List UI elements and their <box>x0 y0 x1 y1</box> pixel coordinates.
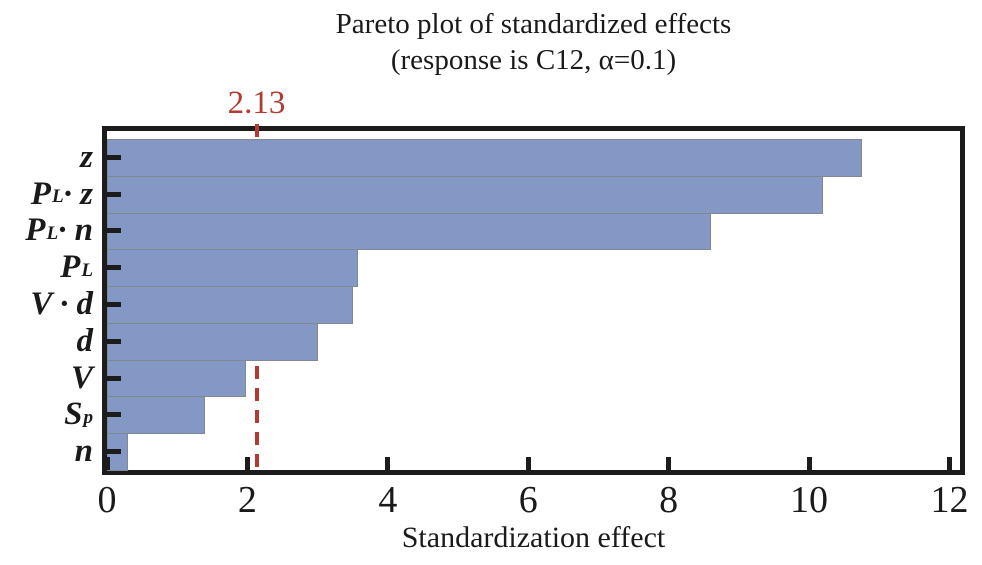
chart-title-line1: Pareto plot of standardized effects <box>335 8 732 40</box>
y-axis-label: n <box>74 433 93 470</box>
bar <box>107 212 711 251</box>
chart-title-line2: (response is C12, α=0.1) <box>390 44 677 76</box>
reference-line-label: 2.13 <box>227 85 286 121</box>
bar <box>107 359 246 398</box>
y-tick-mark <box>107 228 121 234</box>
bar <box>107 249 359 288</box>
x-tick-label: 0 <box>97 479 117 521</box>
x-axis-tick-labels: 0 2 4 6 8 10 12 <box>98 479 969 521</box>
y-tick-mark <box>107 302 121 307</box>
x-tick-label: 10 <box>790 479 829 521</box>
x-tick-mark <box>946 457 952 470</box>
y-axis-label: d <box>76 322 94 359</box>
x-axis-title: Standardization effect <box>401 521 666 554</box>
y-tick-mark <box>107 338 121 344</box>
y-tick-mark <box>107 265 121 271</box>
y-axis-label: V · d <box>30 286 93 322</box>
x-tick-label: 8 <box>659 479 679 521</box>
x-tick-mark <box>806 457 812 470</box>
x-tick-mark <box>385 457 391 470</box>
y-axis-label: V <box>70 359 93 396</box>
y-tick-mark <box>107 375 121 381</box>
bar <box>107 322 318 361</box>
y-tick-mark <box>107 154 121 160</box>
bar <box>107 286 353 324</box>
y-tick-mark <box>107 412 121 418</box>
x-tick-mark <box>244 457 250 470</box>
bar <box>107 139 862 177</box>
x-tick-mark <box>104 457 110 470</box>
bar <box>107 396 206 435</box>
x-tick-label: 6 <box>518 479 538 521</box>
y-axis-label: z <box>80 138 93 175</box>
x-tick-label: 4 <box>378 479 398 521</box>
x-tick-label: 12 <box>930 479 969 521</box>
bar <box>107 175 824 214</box>
x-tick-label: 2 <box>237 479 257 521</box>
y-tick-mark <box>107 449 121 455</box>
x-tick-mark <box>525 457 531 470</box>
y-tick-mark <box>107 191 121 197</box>
chart-title: Pareto plot of standardized effects (res… <box>102 6 965 78</box>
x-tick-mark <box>666 457 672 470</box>
plot-inner <box>104 124 960 471</box>
plot-area <box>102 124 965 475</box>
